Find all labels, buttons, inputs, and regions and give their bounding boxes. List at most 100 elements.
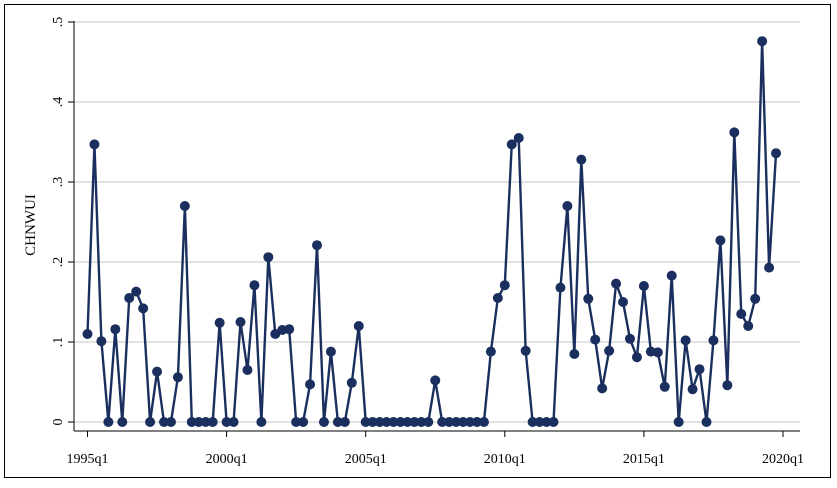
- x-tick-label: 2020q1: [762, 452, 804, 467]
- data-point: [555, 282, 566, 293]
- y-axis-title: CHNWUI: [23, 194, 39, 256]
- x-tick-label: 2000q1: [206, 452, 248, 467]
- data-point: [152, 366, 163, 377]
- data-point: [652, 347, 663, 358]
- data-point: [604, 345, 615, 356]
- data-point: [701, 417, 712, 427]
- x-tick-label: 2015q1: [623, 452, 665, 467]
- data-point: [680, 335, 691, 346]
- data-point: [624, 333, 635, 344]
- data-point: [402, 417, 413, 427]
- data-point: [374, 417, 385, 427]
- data-point: [708, 335, 719, 346]
- data-point: [437, 417, 448, 427]
- data-point: [242, 365, 253, 375]
- data-point: [729, 127, 740, 138]
- data-point: [471, 417, 482, 427]
- data-point: [207, 417, 218, 427]
- data-point: [590, 334, 601, 345]
- data-point: [256, 417, 267, 427]
- data-point: [631, 352, 642, 363]
- data-point: [89, 139, 100, 150]
- data-point: [430, 375, 441, 386]
- data-point: [332, 417, 343, 427]
- data-point: [179, 201, 190, 211]
- x-tick-label: 1995q1: [67, 452, 109, 467]
- data-point: [110, 324, 121, 335]
- data-point: [325, 346, 336, 357]
- data-point: [159, 417, 169, 427]
- data-point: [291, 417, 302, 427]
- data-point: [96, 336, 107, 347]
- data-point: [492, 293, 503, 303]
- y-tick-label: 0: [51, 419, 66, 426]
- data-point: [722, 380, 733, 391]
- data-point: [506, 139, 517, 150]
- data-point: [715, 235, 726, 246]
- plot-area: [74, 21, 800, 433]
- data-point: [694, 364, 705, 375]
- x-tick-label: 2005q1: [345, 452, 387, 467]
- x-tick-label: 2010q1: [484, 452, 526, 467]
- data-point: [548, 417, 559, 427]
- data-point: [569, 349, 580, 359]
- data-point: [235, 317, 246, 327]
- y-tick-label: .1: [51, 337, 66, 348]
- data-point: [520, 345, 531, 356]
- data-point: [478, 417, 489, 427]
- data-point: [214, 317, 225, 328]
- data-point: [458, 417, 469, 427]
- y-tick-label: .4: [51, 97, 66, 108]
- data-point: [117, 417, 128, 427]
- data-point: [499, 280, 510, 291]
- data-point: [771, 148, 782, 159]
- data-point: [597, 383, 608, 394]
- data-point: [465, 417, 476, 427]
- data-point: [381, 417, 392, 427]
- data-point: [409, 417, 420, 427]
- data-point: [659, 381, 670, 392]
- data-point: [513, 133, 524, 143]
- data-point: [284, 324, 295, 335]
- data-point: [193, 417, 204, 427]
- series-points: [82, 36, 782, 427]
- data-point: [221, 417, 232, 427]
- data-point: [757, 36, 768, 47]
- data-point: [82, 329, 93, 339]
- data-point: [228, 417, 239, 427]
- data-point: [346, 377, 357, 388]
- data-point: [367, 417, 378, 427]
- data-point: [444, 417, 455, 427]
- data-point: [124, 293, 135, 303]
- data-point: [750, 293, 761, 304]
- data-point: [165, 417, 176, 427]
- axes: 0 .1 .2 .3 .4 .5 1995q1 2000q1 2005q1 2010q1 2015q…: [51, 17, 804, 467]
- data-point: [305, 379, 316, 390]
- data-point: [638, 281, 649, 291]
- data-point: [312, 240, 323, 251]
- y-tick-label: .5: [51, 17, 66, 28]
- data-point: [298, 417, 309, 427]
- data-point: [131, 286, 142, 297]
- data-point: [339, 417, 350, 427]
- data-point: [673, 417, 684, 427]
- data-point: [423, 417, 434, 427]
- data-point: [145, 417, 156, 427]
- data-point: [360, 417, 371, 427]
- data-point: [541, 417, 552, 427]
- data-point: [527, 417, 538, 427]
- data-point: [583, 293, 594, 304]
- data-point: [186, 417, 197, 427]
- data-point: [576, 154, 587, 165]
- data-point: [138, 303, 149, 314]
- data-point: [562, 201, 573, 211]
- data-point: [451, 417, 462, 427]
- data-point: [618, 297, 629, 307]
- data-point: [103, 417, 114, 427]
- data-point: [534, 417, 545, 427]
- data-point: [687, 384, 698, 395]
- data-point: [416, 417, 427, 427]
- data-point: [395, 417, 406, 427]
